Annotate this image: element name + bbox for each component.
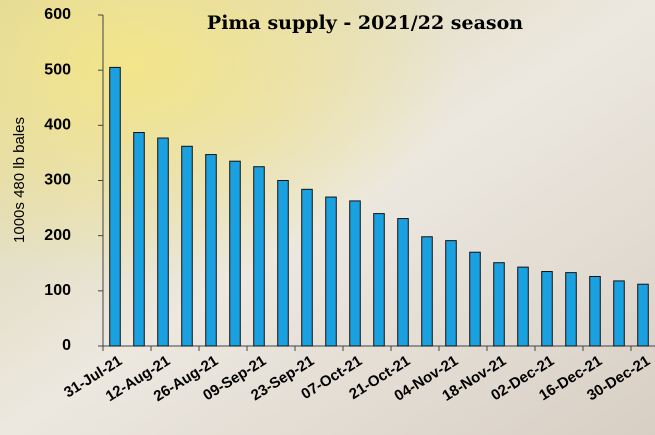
bar — [397, 218, 409, 347]
bar — [301, 188, 313, 347]
bar — [517, 266, 529, 347]
y-tick-label: 100 — [44, 282, 71, 299]
y-tick-label: 600 — [44, 6, 71, 23]
bar — [421, 236, 433, 347]
bar — [373, 213, 385, 347]
bar — [589, 275, 601, 347]
bar — [157, 137, 169, 347]
bar — [349, 200, 361, 347]
bar — [325, 196, 337, 347]
y-axis-label: 1000s 480 lb bales — [11, 117, 28, 243]
bar — [253, 166, 265, 347]
bar — [637, 283, 649, 347]
bar — [205, 154, 217, 347]
bar — [229, 160, 241, 347]
bar — [613, 280, 625, 347]
y-tick-label: 400 — [44, 117, 71, 134]
bar — [133, 132, 145, 347]
bar — [469, 251, 481, 347]
bar — [541, 271, 553, 347]
y-tick-label: 300 — [44, 172, 71, 189]
chart-title: Pima supply - 2021/22 season — [207, 12, 523, 34]
bar — [445, 240, 457, 347]
y-tick-label: 500 — [44, 61, 71, 78]
bar — [493, 262, 505, 347]
y-tick-label: 0 — [62, 337, 71, 354]
bar — [277, 180, 289, 347]
bar — [109, 66, 121, 347]
bar — [565, 272, 577, 347]
bar — [181, 145, 193, 347]
y-tick-label: 200 — [44, 227, 71, 244]
